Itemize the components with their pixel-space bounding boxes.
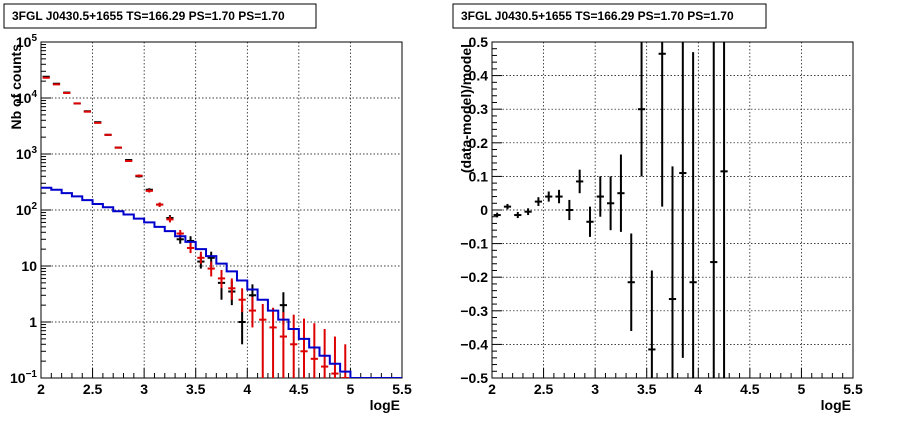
y-tick-label: 103 [16,145,38,162]
chart-panel-2: 3FGL J0430.5+1655 TS=166.29 PS=1.70 PS=1… [452,3,863,413]
y-tick-label: 0.5 [469,34,489,50]
y-tick-label: 0.4 [469,68,489,84]
x-tick-label: 3 [591,381,599,397]
x-tick-label: 4.5 [740,381,760,397]
y-axis-title: (data-model)/model [458,44,474,173]
plot-frame [40,41,403,379]
y-tick-label: −0.5 [460,370,488,386]
plot-data [41,75,402,378]
chart-title-box [3,3,317,29]
x-tick-label: 4 [694,381,702,397]
x-tick-label: 5 [798,381,806,397]
x-tick-label: 3 [140,381,148,397]
x-tick-label: 3.5 [637,381,657,397]
x-axis-title: logE [821,397,851,413]
x-tick-label: 2.5 [534,381,554,397]
y-tick-label: −0.3 [460,303,488,319]
x-axis-title: logE [370,397,400,413]
y-tick-label: 0.3 [469,101,489,117]
model-histogram-line [41,186,402,378]
x-tick-label: 5 [347,381,355,397]
y-tick-label: 102 [16,201,38,218]
x-tick-label: 5.5 [843,381,863,397]
x-tick-label: 4 [243,381,251,397]
chart-title-box [452,3,767,29]
x-tick-label: 5.5 [392,381,412,397]
y-tick-label: −0.1 [460,236,488,252]
y-tick-label: 0.1 [469,168,489,184]
x-tick-label: 2.5 [83,381,103,397]
y-tick-label: 10 [21,258,37,274]
y-tick-label: 0.2 [469,135,489,151]
y-axis-title: Nb of counts [8,44,24,130]
y-tick-label: 10−1 [10,369,37,386]
x-tick-label: 2 [37,381,45,397]
y-tick-label: 1 [29,314,37,330]
y-tick-label: 105 [16,33,38,50]
x-tick-label: 3.5 [186,381,206,397]
y-tick-label: 0 [480,202,488,218]
chart-panel-1: 3FGL J0430.5+1655 TS=166.29 PS=1.70 PS=1… [3,3,412,413]
chart-title: 3FGL J0430.5+1655 TS=166.29 PS=1.70 PS=1… [12,9,285,23]
plot-data [493,42,728,378]
y-tick-label: −0.4 [460,336,488,352]
y-tick-label: 104 [16,89,38,106]
x-tick-label: 2 [488,381,496,397]
chart-title: 3FGL J0430.5+1655 TS=166.29 PS=1.70 PS=1… [461,9,734,23]
x-tick-label: 4.5 [289,381,309,397]
y-tick-label: −0.2 [460,269,488,285]
